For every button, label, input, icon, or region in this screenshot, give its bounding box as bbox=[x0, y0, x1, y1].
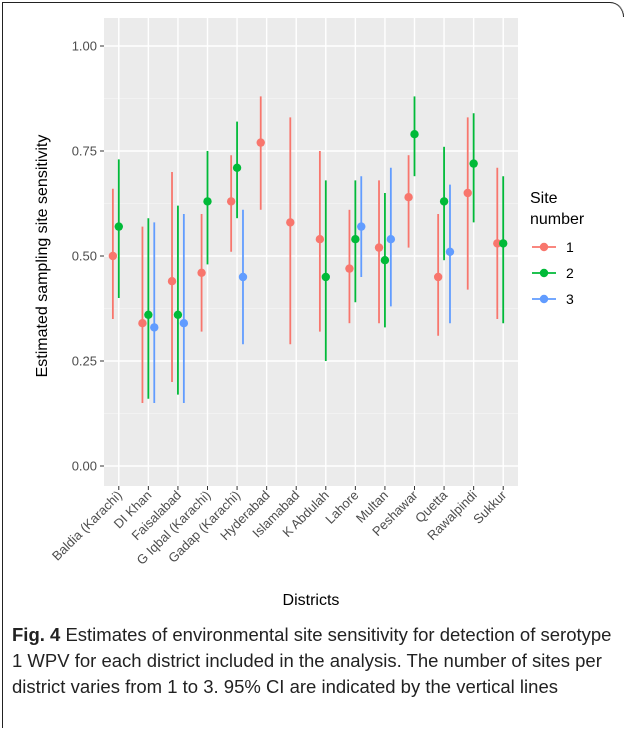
x-tick-label: Sukkur bbox=[470, 487, 510, 527]
legend-key-point bbox=[539, 268, 549, 278]
y-axis-title: Estimated sampling site sensitivity bbox=[34, 135, 51, 378]
point-estimate bbox=[138, 319, 147, 328]
legend-label: 3 bbox=[566, 291, 574, 307]
point-estimate bbox=[433, 272, 443, 282]
legend: Site number 1 2 3 bbox=[530, 190, 585, 307]
chart: 0.00 0.25 0.50 0.75 1.00 Baldia (Karachi)DI … bbox=[34, 18, 585, 609]
point-estimate bbox=[144, 310, 153, 319]
legend-title: number bbox=[530, 211, 585, 228]
series-1 bbox=[108, 96, 502, 403]
legend-label: 2 bbox=[566, 265, 574, 281]
point-estimate bbox=[150, 323, 159, 332]
y-tick-label: 0.75 bbox=[72, 144, 97, 159]
y-tick-label: 0.50 bbox=[72, 249, 97, 264]
point-estimate bbox=[167, 277, 177, 286]
point-estimate bbox=[374, 243, 384, 252]
point-estimate bbox=[114, 222, 123, 231]
point-estimate bbox=[404, 193, 413, 202]
point-estimate bbox=[439, 197, 449, 206]
point-estimate bbox=[351, 235, 360, 244]
x-axis-title: Districts bbox=[283, 592, 340, 609]
caption-label: Fig. 4 bbox=[12, 624, 61, 645]
point-estimate bbox=[108, 251, 118, 261]
y-tick-label: 0.00 bbox=[72, 459, 97, 474]
point-estimate bbox=[238, 272, 248, 282]
point-estimate bbox=[357, 222, 366, 231]
legend-key-point bbox=[539, 242, 549, 252]
figure-caption: Fig. 4 Estimates of environmental site s… bbox=[12, 622, 612, 700]
y-tick-label: 1.00 bbox=[72, 39, 97, 54]
point-estimate bbox=[197, 268, 206, 277]
legend-label: 1 bbox=[566, 239, 574, 255]
point-estimate bbox=[499, 239, 508, 248]
legend-title: Site bbox=[530, 190, 558, 207]
point-estimate bbox=[410, 130, 419, 139]
point-estimate bbox=[256, 138, 265, 147]
point-estimate bbox=[321, 272, 330, 282]
point-estimate bbox=[203, 197, 212, 206]
x-tick-label: Baldia (Karachi) bbox=[49, 488, 125, 564]
x-tick-label: Lahore bbox=[322, 488, 361, 527]
y-tick-label: 0.25 bbox=[72, 354, 97, 369]
point-estimate bbox=[226, 197, 236, 206]
point-estimate bbox=[469, 159, 478, 168]
point-estimate bbox=[345, 264, 354, 273]
point-estimate bbox=[463, 188, 472, 198]
legend-key-point bbox=[539, 294, 549, 304]
point-estimate bbox=[493, 239, 502, 248]
y-tick-labels: 0.00 0.25 0.50 0.75 1.00 bbox=[72, 39, 104, 474]
point-estimate bbox=[380, 256, 390, 265]
point-estimate bbox=[232, 163, 242, 172]
point-estimate bbox=[386, 235, 396, 244]
point-estimate bbox=[179, 319, 189, 328]
caption-text: Estimates of environmental site sensitiv… bbox=[12, 624, 612, 697]
series-2 bbox=[114, 96, 508, 399]
point-estimate bbox=[286, 218, 295, 227]
point-estimate bbox=[445, 247, 455, 256]
series-3 bbox=[150, 167, 455, 403]
data-marks bbox=[108, 96, 508, 403]
point-estimate bbox=[173, 310, 183, 319]
point-estimate bbox=[315, 235, 325, 244]
plot-panel bbox=[104, 18, 518, 486]
